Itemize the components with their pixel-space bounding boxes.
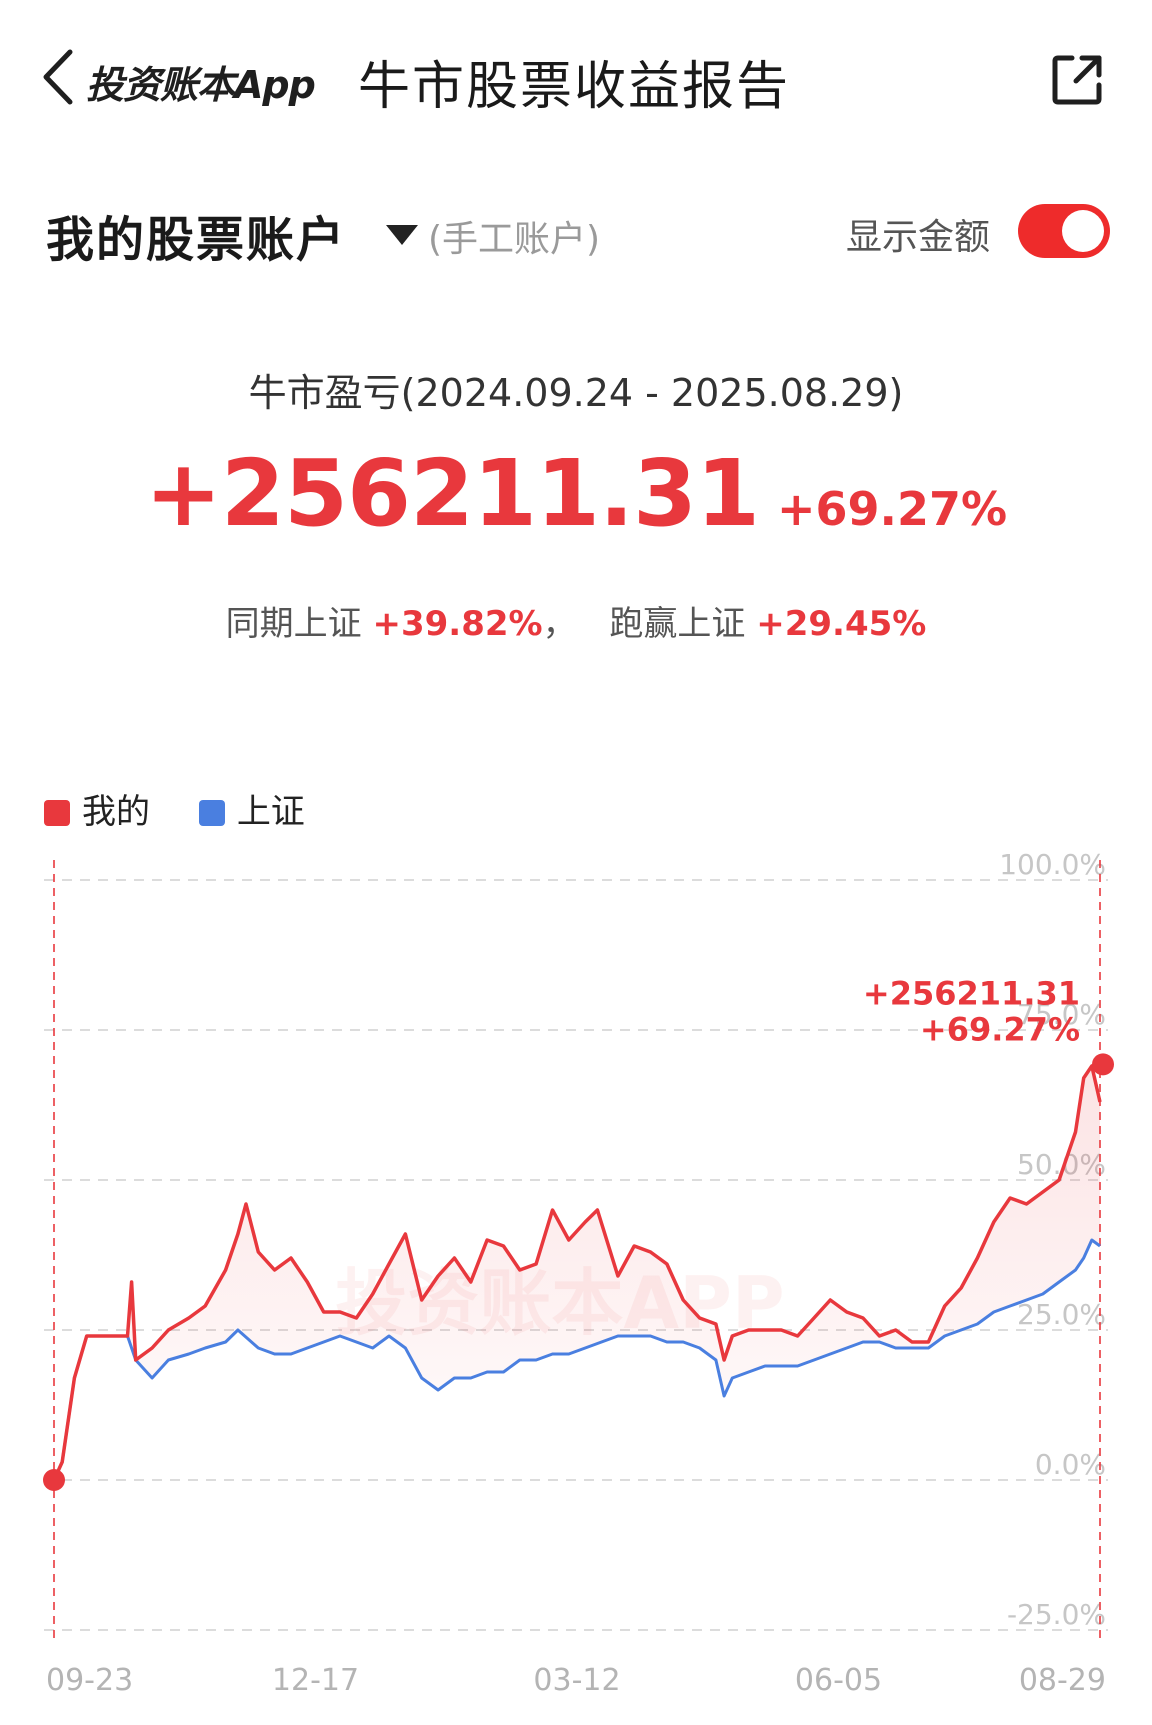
legend-swatch-sse [198,800,225,826]
period-label: 牛市盈亏(2024.09.24 - 2025.08.29) [248,371,904,415]
share-icon[interactable] [1050,52,1106,108]
x-tick-label: 09-23 [46,1663,133,1698]
account-type: (手工账户) [428,219,601,260]
end-label-pct: +69.27% [920,1010,1080,1048]
outperformance-area [54,1066,1100,1480]
back-icon[interactable] [38,48,78,106]
caret-down-icon[interactable] [384,222,420,248]
start-point [43,1469,65,1491]
chart-legend: 我的 上证 [44,784,343,833]
show-amount-toggle[interactable] [1018,204,1110,258]
profit-percent: +69.27% [777,482,1008,536]
x-tick-label: 12-17 [272,1663,359,1698]
series-line-sse [52,1238,1101,1481]
legend-label-sse: 上证 [236,792,305,832]
page-title: 牛市股票收益报告 [358,57,791,117]
x-tick-label: 08-29 [1019,1663,1106,1698]
legend-label-mine: 我的 [82,792,150,832]
toggle-knob [1062,210,1104,252]
y-tick-label: 75.0% [1017,998,1106,1031]
return-chart[interactable]: 100.0%75.0%50.0%25.0%0.0%-25.0%09-23 12-1… [0,850,1152,1725]
comparison-row: 同期上证 +39.82%， 跑赢上证 +29.45% [0,596,1152,645]
brand-name: 投资账本App [86,63,316,107]
legend-item-mine[interactable]: 我的 [44,784,150,833]
sse-percent: +39.82% [372,604,543,644]
y-tick-label: 0.0% [1035,1448,1106,1481]
y-tick-label: 100.0% [999,850,1106,881]
beat-percent: +29.45% [756,604,927,644]
account-name[interactable]: 我的股票账户 [46,212,347,268]
comparison-separator: ， [542,604,577,644]
y-tick-label: 25.0% [1017,1298,1106,1331]
x-tick-label: 06-05 [795,1663,882,1698]
end-label-value: +256211.31 [863,974,1080,1012]
profit-row: +256211.31 +69.27% [0,440,1152,547]
y-tick-label: -25.0% [1007,1598,1106,1631]
profit-amount: +256211.31 [144,440,760,547]
x-tick-label: 03-12 [533,1663,620,1698]
legend-swatch-mine [44,800,70,826]
show-amount-label: 显示金额 [846,217,991,258]
sse-label: 同期上证 [225,604,362,644]
header: 投资账本App 牛市股票收益报告 [0,0,1152,150]
legend-item-sse[interactable]: 上证 [198,784,305,833]
series-line-mine [52,1064,1102,1481]
beat-label: 跑赢上证 [609,604,746,644]
end-point [1092,1053,1114,1076]
